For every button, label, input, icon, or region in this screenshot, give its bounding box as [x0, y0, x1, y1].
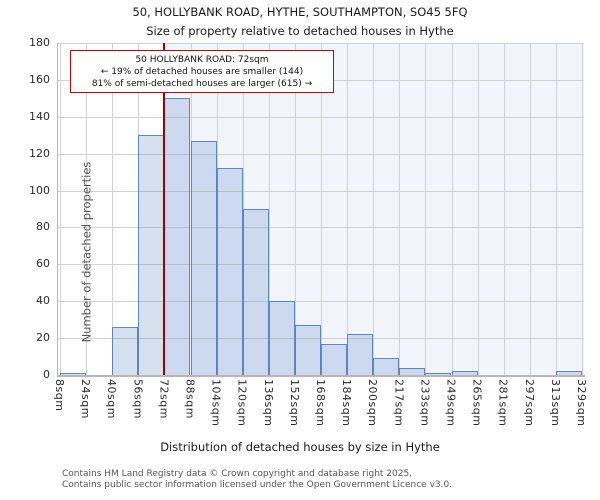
vertical-gridline [347, 43, 349, 375]
vertical-gridline [529, 43, 531, 375]
horizontal-gridline [58, 264, 584, 266]
x-tick-label-56sqm: 56sqm [131, 379, 145, 419]
histogram-bar-152sqm [294, 325, 321, 375]
histogram-bar-104sqm [216, 168, 243, 375]
y-tick-label-0: 0 [43, 368, 50, 381]
x-tick-label-313sqm: 313sqm [548, 379, 562, 427]
x-tick-label-217sqm: 217sqm [392, 379, 406, 427]
histogram-bar-120sqm [242, 209, 269, 375]
x-axis-title: Distribution of detached houses by size … [160, 440, 440, 454]
histogram-bar-184sqm [347, 334, 374, 375]
horizontal-gridline [58, 116, 584, 118]
y-tick-label-20: 20 [36, 331, 50, 345]
histogram-bar-233sqm [425, 373, 452, 375]
histogram-bar-72sqm [164, 98, 191, 375]
x-tick-label-120sqm: 120sqm [235, 379, 249, 427]
x-tick-label-72sqm: 72sqm [157, 379, 171, 419]
x-tick-label-24sqm: 24sqm [79, 379, 93, 419]
property-size-marker-line [163, 43, 166, 375]
horizontal-gridline [58, 301, 584, 303]
vertical-gridline [425, 43, 427, 375]
vertical-gridline [294, 43, 296, 375]
x-tick-label-265sqm: 265sqm [470, 379, 484, 427]
vertical-gridline [60, 43, 61, 375]
histogram-bar-313sqm [555, 371, 582, 375]
chart-subtitle: Size of property relative to detached ho… [146, 24, 454, 38]
vertical-gridline [112, 43, 114, 375]
x-tick-label-200sqm: 200sqm [366, 379, 380, 427]
vertical-gridline [477, 43, 479, 375]
histogram-bar-88sqm [190, 140, 217, 375]
histogram-bar-200sqm [373, 358, 400, 375]
x-tick-label-297sqm: 297sqm [522, 379, 536, 427]
x-tick-label-104sqm: 104sqm [209, 379, 223, 427]
x-tick-label-88sqm: 88sqm [183, 379, 197, 419]
histogram-bar-40sqm [112, 327, 139, 375]
x-tick-label-40sqm: 40sqm [105, 379, 119, 419]
x-tick-label-281sqm: 281sqm [496, 379, 510, 427]
x-tick-label-168sqm: 168sqm [314, 379, 327, 427]
y-tick-label-160: 160 [29, 72, 50, 86]
y-tick-label-40: 40 [36, 294, 50, 308]
vertical-gridline [399, 43, 401, 375]
x-tick-label-329sqm: 329sqm [575, 379, 588, 427]
vertical-gridline [503, 43, 505, 375]
x-tick-label-152sqm: 152sqm [287, 379, 301, 427]
histogram-bar-56sqm [138, 135, 165, 375]
y-tick-label-120: 120 [29, 146, 50, 160]
y-tick-label-180: 180 [29, 36, 50, 49]
vertical-gridline [582, 43, 583, 375]
horizontal-gridline [58, 153, 584, 155]
x-tick-label-249sqm: 249sqm [444, 379, 458, 427]
chart-title: 50, HOLLYBANK ROAD, HYTHE, SOUTHAMPTON, … [132, 5, 468, 19]
x-tick-label-233sqm: 233sqm [418, 379, 432, 427]
histogram-bar-168sqm [321, 343, 348, 375]
x-axis-spine [57, 375, 585, 377]
y-tick-label-80: 80 [36, 220, 50, 234]
horizontal-gridline [58, 338, 584, 340]
highlight-region [164, 43, 584, 375]
plot-area: 50 HOLLYBANK ROAD: 72sqm ← 19% of detach… [57, 43, 585, 377]
vertical-gridline [268, 43, 270, 375]
vertical-gridline [373, 43, 375, 375]
annotation-line-2: ← 19% of detached houses are smaller (14… [100, 66, 304, 77]
x-tick-label-136sqm: 136sqm [261, 379, 275, 427]
y-tick-label-60: 60 [36, 257, 50, 271]
x-tick-label-184sqm: 184sqm [340, 379, 354, 427]
histogram-bar-136sqm [268, 301, 295, 375]
vertical-gridline [321, 43, 322, 375]
footer-attribution-line-1: Contains HM Land Registry data © Crown c… [62, 469, 413, 479]
y-tick-label-100: 100 [29, 183, 50, 197]
vertical-gridline [555, 43, 557, 375]
histogram-bar-249sqm [451, 371, 478, 375]
footer-attribution-line-2: Contains public sector information licen… [62, 479, 453, 490]
annotation-line-1: 50 HOLLYBANK ROAD: 72sqm [135, 54, 269, 65]
horizontal-gridline [58, 190, 584, 192]
histogram-bar-217sqm [399, 367, 426, 375]
histogram-bar-8sqm [60, 373, 87, 375]
horizontal-gridline [58, 227, 584, 229]
x-tick-label-8sqm: 8sqm [53, 379, 66, 412]
vertical-gridline [451, 43, 453, 375]
y-tick-label-140: 140 [29, 109, 50, 123]
annotation-line-3: 81% of semi-detached houses are larger (… [91, 78, 313, 89]
horizontal-gridline [58, 43, 584, 44]
y-axis-title: Number of detached properties [79, 161, 94, 343]
property-annotation-box: 50 HOLLYBANK ROAD: 72sqm ← 19% of detach… [70, 50, 334, 93]
y-axis-spine [57, 43, 58, 375]
vertical-gridline [86, 43, 88, 375]
